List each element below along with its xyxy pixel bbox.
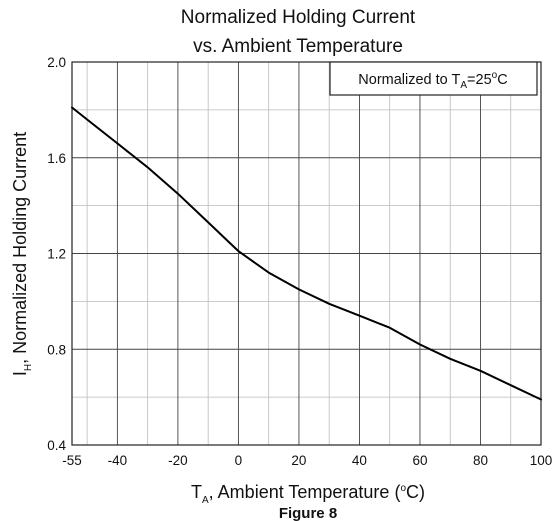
chart-title-line-1: Normalized Holding Current [181, 7, 416, 28]
x-axis-label: TA, Ambient Temperature (oC) [191, 482, 425, 506]
x-tick-label: -20 [168, 453, 188, 468]
x-axis-label-unit: C) [406, 482, 425, 502]
x-axis-label-main: T [191, 482, 202, 502]
y-axis-label: IH, Normalized Holding Current [10, 132, 34, 376]
plot-frame [71, 61, 542, 446]
annotation-prefix: Normalized to T [358, 72, 460, 88]
annotation-superscript: o [492, 70, 498, 81]
y-tick-label: 0.4 [47, 438, 66, 453]
annotation-value: =25 [467, 72, 492, 88]
y-tick-label: 1.2 [47, 247, 66, 262]
x-axis-label-superscript: o [400, 483, 406, 494]
y-tick-label: 0.8 [47, 342, 66, 357]
y-axis-label-main: I [10, 371, 30, 376]
x-tick-label: 80 [473, 453, 488, 468]
y-tick-labels: 0.4 0.8 1.2 1.6 2.0 [47, 55, 66, 453]
y-axis-label-subscript: H [23, 364, 34, 371]
figure-caption: Figure 8 [279, 505, 337, 521]
annotation-box: Normalized to TA=25oC [329, 61, 538, 96]
y-axis-label-rest: , Normalized Holding Current [10, 132, 30, 364]
annotation-unit: C [497, 72, 507, 88]
x-tick-label: 40 [352, 453, 367, 468]
x-tick-label: 100 [530, 453, 553, 468]
series-line [71, 106, 542, 401]
x-axis-label-subscript: A [202, 495, 209, 506]
chart-title-line-2: vs. Ambient Temperature [193, 36, 403, 57]
x-tick-label: 20 [291, 453, 306, 468]
major-grid [72, 62, 541, 445]
annotation-text: Normalized to TA=25oC [358, 70, 507, 91]
annotation-subscript: A [460, 80, 467, 91]
x-tick-labels: -55 -40 -20 0 20 40 60 80 100 [62, 453, 552, 468]
y-tick-label: 2.0 [47, 55, 66, 70]
y-tick-label: 1.6 [47, 151, 66, 166]
x-axis-label-rest: , Ambient Temperature ( [209, 482, 401, 502]
x-tick-label: -40 [108, 453, 128, 468]
x-tick-label: -55 [62, 453, 82, 468]
x-tick-label: 0 [235, 453, 243, 468]
series-group [71, 106, 542, 401]
x-tick-label: 60 [412, 453, 427, 468]
